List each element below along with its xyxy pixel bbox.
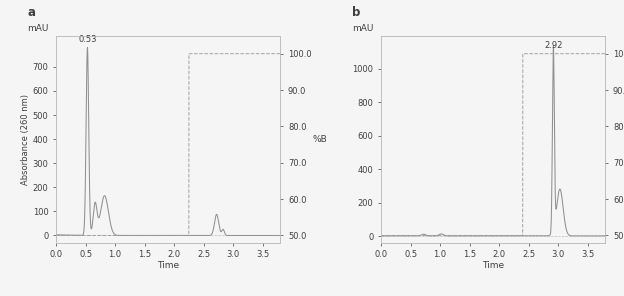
- Y-axis label: %B: %B: [313, 135, 328, 144]
- Text: a: a: [27, 6, 35, 19]
- Text: b: b: [352, 6, 361, 19]
- X-axis label: Time: Time: [157, 261, 179, 270]
- Text: mAU: mAU: [27, 25, 49, 33]
- X-axis label: Time: Time: [482, 261, 504, 270]
- Text: 0.53: 0.53: [78, 35, 97, 44]
- Text: mAU: mAU: [352, 25, 373, 33]
- Text: 2.92: 2.92: [544, 41, 563, 50]
- Y-axis label: Absorbance (260 nm): Absorbance (260 nm): [21, 94, 30, 185]
